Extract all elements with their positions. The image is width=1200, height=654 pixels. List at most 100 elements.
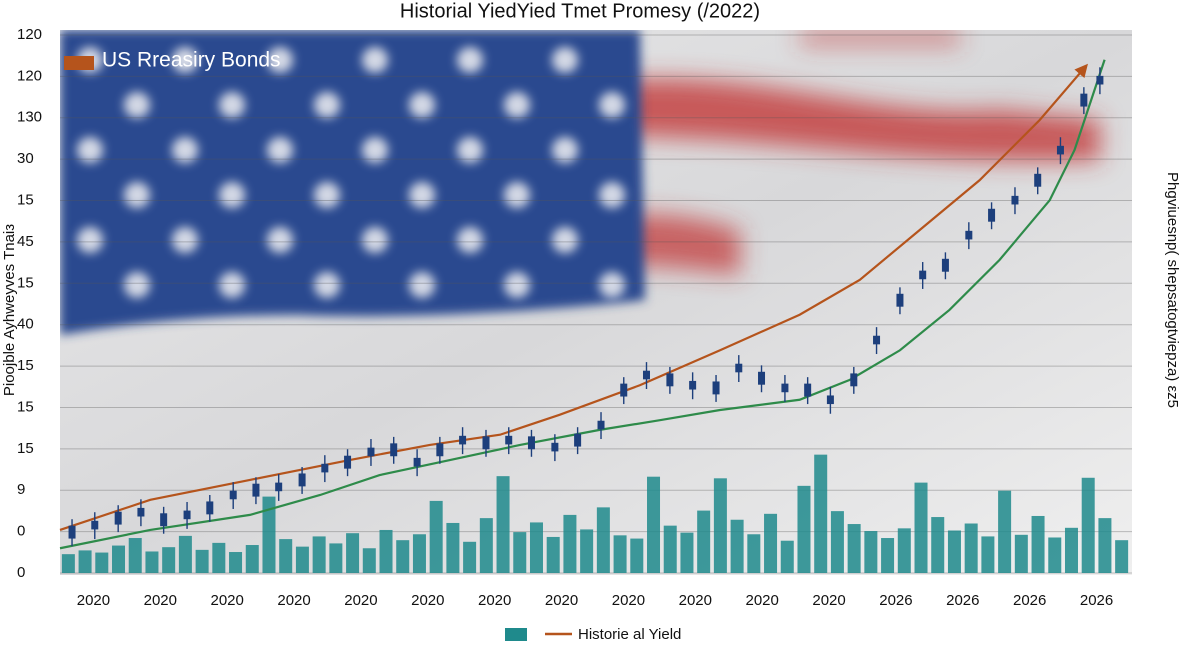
y-axis-label: Pioojble Ayhweyves Tnaiз [1, 224, 18, 396]
x-tick-label: 2020 [77, 592, 110, 609]
x-tick-label: 2026 [946, 592, 979, 609]
star [362, 47, 388, 73]
volume-bar [162, 547, 176, 573]
volume-bar [178, 535, 192, 573]
y-tick-label: 120 [17, 67, 42, 84]
star [219, 272, 245, 298]
star [599, 272, 625, 298]
star [409, 92, 435, 118]
volume-bar [697, 510, 711, 573]
volume-bar [212, 542, 226, 573]
volume-bar [229, 552, 243, 573]
volume-bar [596, 507, 610, 573]
star [599, 182, 625, 208]
x-tick-label: 2020 [478, 592, 511, 609]
candle-body [735, 363, 743, 373]
y-tick-label: 40 [17, 316, 34, 333]
volume-bar [396, 540, 410, 573]
candle-body [505, 435, 513, 445]
candle-body [229, 490, 237, 500]
volume-bar [496, 476, 510, 573]
volume-bar [1048, 537, 1062, 573]
star [124, 92, 150, 118]
volume-bar [346, 533, 360, 573]
candle-body [712, 381, 720, 395]
star [219, 182, 245, 208]
candle-body [183, 510, 191, 520]
star [457, 47, 483, 73]
candle-body [252, 483, 260, 497]
star [362, 137, 388, 163]
legend-swatch [64, 56, 94, 70]
candle-body [459, 435, 467, 445]
volume-bar [195, 549, 209, 573]
candle-body [642, 370, 650, 380]
star [77, 137, 103, 163]
star [457, 227, 483, 253]
volume-bar [446, 522, 460, 573]
star [504, 182, 530, 208]
volume-bar [463, 541, 477, 573]
y-tick-label: 15 [17, 398, 34, 415]
volume-bar [262, 496, 276, 573]
volume-bar [245, 545, 259, 573]
volume-bar [78, 550, 92, 573]
volume-bar [897, 528, 911, 573]
volume-bar [529, 522, 543, 573]
volume-bar [128, 538, 142, 573]
candle-body [1080, 93, 1088, 107]
star [314, 182, 340, 208]
volume-bar [630, 538, 644, 573]
star [267, 137, 293, 163]
candle-body [137, 507, 145, 517]
volume-bar [112, 545, 126, 573]
candle-body [91, 520, 99, 530]
y-tick-label: 120 [17, 26, 42, 43]
volume-bar [563, 514, 577, 573]
candle-body [436, 443, 444, 457]
candle-body [206, 501, 214, 515]
volume-bar [1014, 534, 1028, 573]
candle-body [965, 230, 973, 240]
volume-bar [61, 554, 75, 573]
volume-bar [998, 490, 1012, 573]
candle-body [160, 513, 168, 527]
candle-body [988, 208, 996, 222]
candle-body [781, 383, 789, 393]
x-tick-label: 2020 [211, 592, 244, 609]
volume-bar [864, 531, 878, 573]
candle-body [597, 420, 605, 430]
candle-body [1011, 195, 1019, 205]
candle-body [1034, 173, 1042, 187]
volume-bar [830, 511, 844, 573]
volume-bar [429, 500, 443, 573]
candle-body [68, 525, 76, 539]
star [552, 227, 578, 253]
volume-bar [580, 529, 594, 573]
candle-body [321, 463, 329, 473]
volume-bar [295, 546, 309, 573]
volume-bar [981, 536, 995, 573]
volume-bar [647, 476, 661, 573]
plot-area: 120 120 130 30 15 45 15 40 15 15 15 9 0 0 2020 2020 2020… [17, 26, 1132, 609]
y-tick-label: 30 [17, 150, 34, 167]
y-tick-label: 15 [17, 192, 34, 209]
x-tick-label: 2026 [1080, 592, 1113, 609]
volume-bar [847, 524, 861, 573]
candle-body [804, 383, 812, 397]
volume-bar [780, 540, 794, 573]
volume-bar [1064, 527, 1078, 573]
y-tick-label: 45 [17, 233, 34, 250]
candle-body [873, 335, 881, 345]
volume-bar [713, 478, 727, 573]
star [362, 227, 388, 253]
x-tick-label: 2020 [679, 592, 712, 609]
legend-label: US Rreasiry Bonds [102, 49, 281, 72]
volume-bar [379, 529, 393, 573]
volume-bar [931, 517, 945, 573]
x-tick-label: 2020 [144, 592, 177, 609]
volume-bar [312, 536, 326, 573]
star [172, 47, 198, 73]
candle-body [574, 433, 582, 447]
